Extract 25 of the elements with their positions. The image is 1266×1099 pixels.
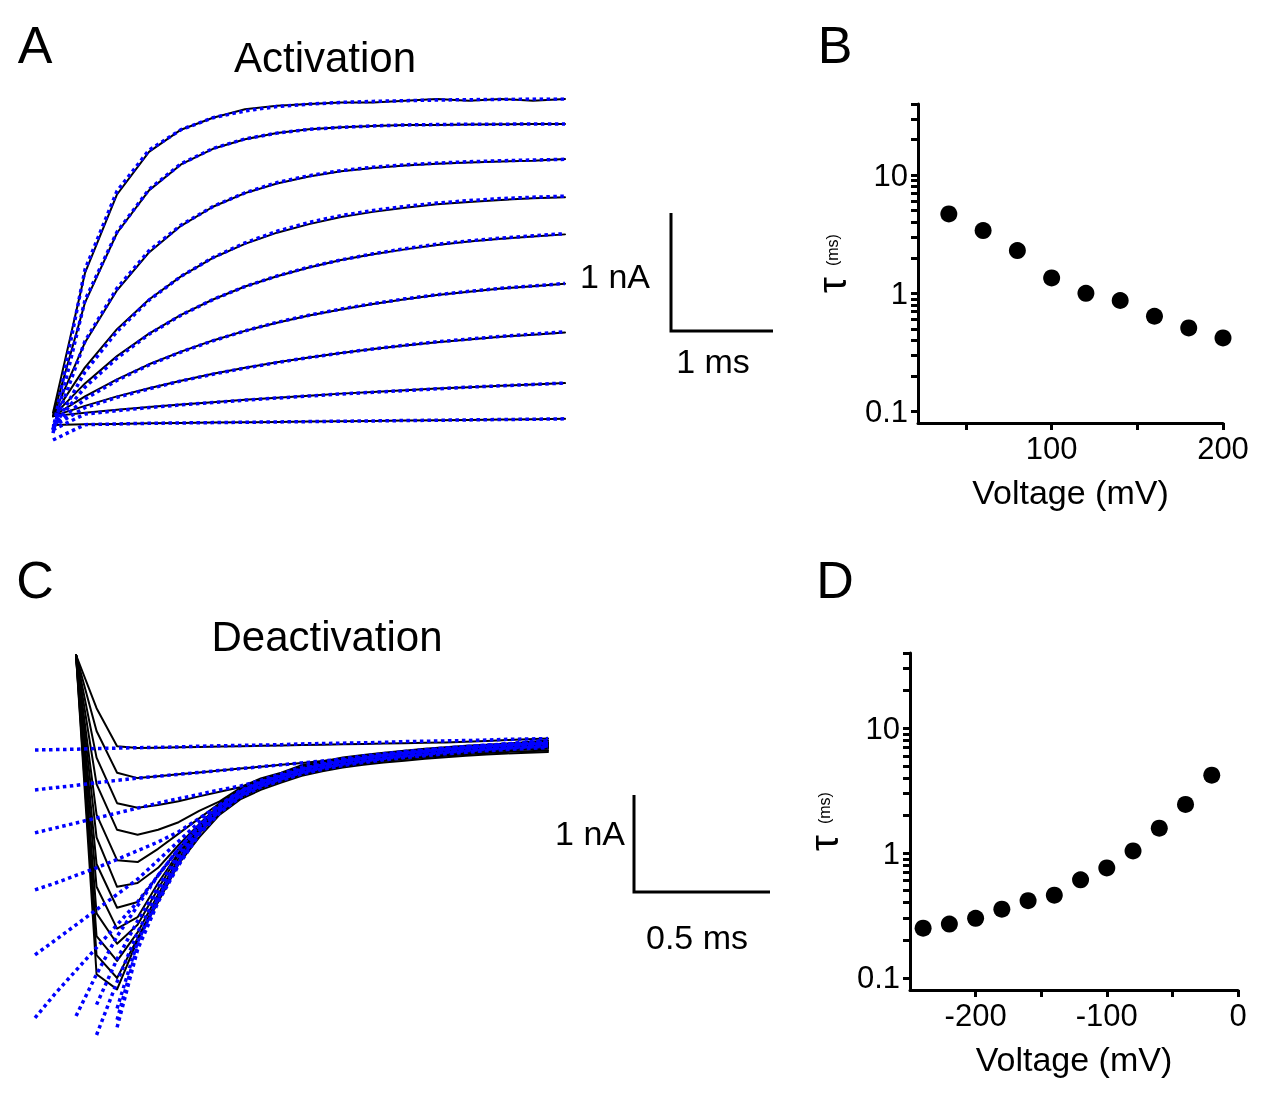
x-tick-label: -200 <box>944 998 1007 1033</box>
chart-title: Activation <box>233 33 417 81</box>
x-tick-label: -100 <box>1075 998 1138 1033</box>
x-tick-label: 0 <box>1229 998 1247 1033</box>
x-axis-title: Voltage (mV) <box>972 473 1169 511</box>
x-tick-label: 200 <box>1197 431 1249 466</box>
annotation: 1 nA <box>555 814 626 852</box>
text: D <box>816 551 854 609</box>
text: A <box>17 16 53 74</box>
text: B <box>817 16 853 74</box>
annotation: 1 nA <box>580 257 651 295</box>
y-tick-label: 10 <box>873 157 908 193</box>
chart-title: Deactivation <box>211 612 443 660</box>
y-tick-label: 1 <box>882 835 900 871</box>
y-axis-title: τ (ms) <box>802 792 846 851</box>
y-tick-label: 1 <box>890 275 908 311</box>
text: 0.5 ms <box>645 918 749 956</box>
x-tick-label: 100 <box>1025 431 1078 466</box>
text: C <box>16 551 54 609</box>
y-tick-label: 0.1 <box>864 394 908 430</box>
y-tick-label: 0.1 <box>856 960 900 996</box>
x-axis-title: Voltage (mV) <box>975 1040 1173 1078</box>
y-axis-title: τ (ms) <box>810 234 854 293</box>
text: 1 ms <box>676 342 750 380</box>
y-tick-label: 10 <box>865 710 900 746</box>
